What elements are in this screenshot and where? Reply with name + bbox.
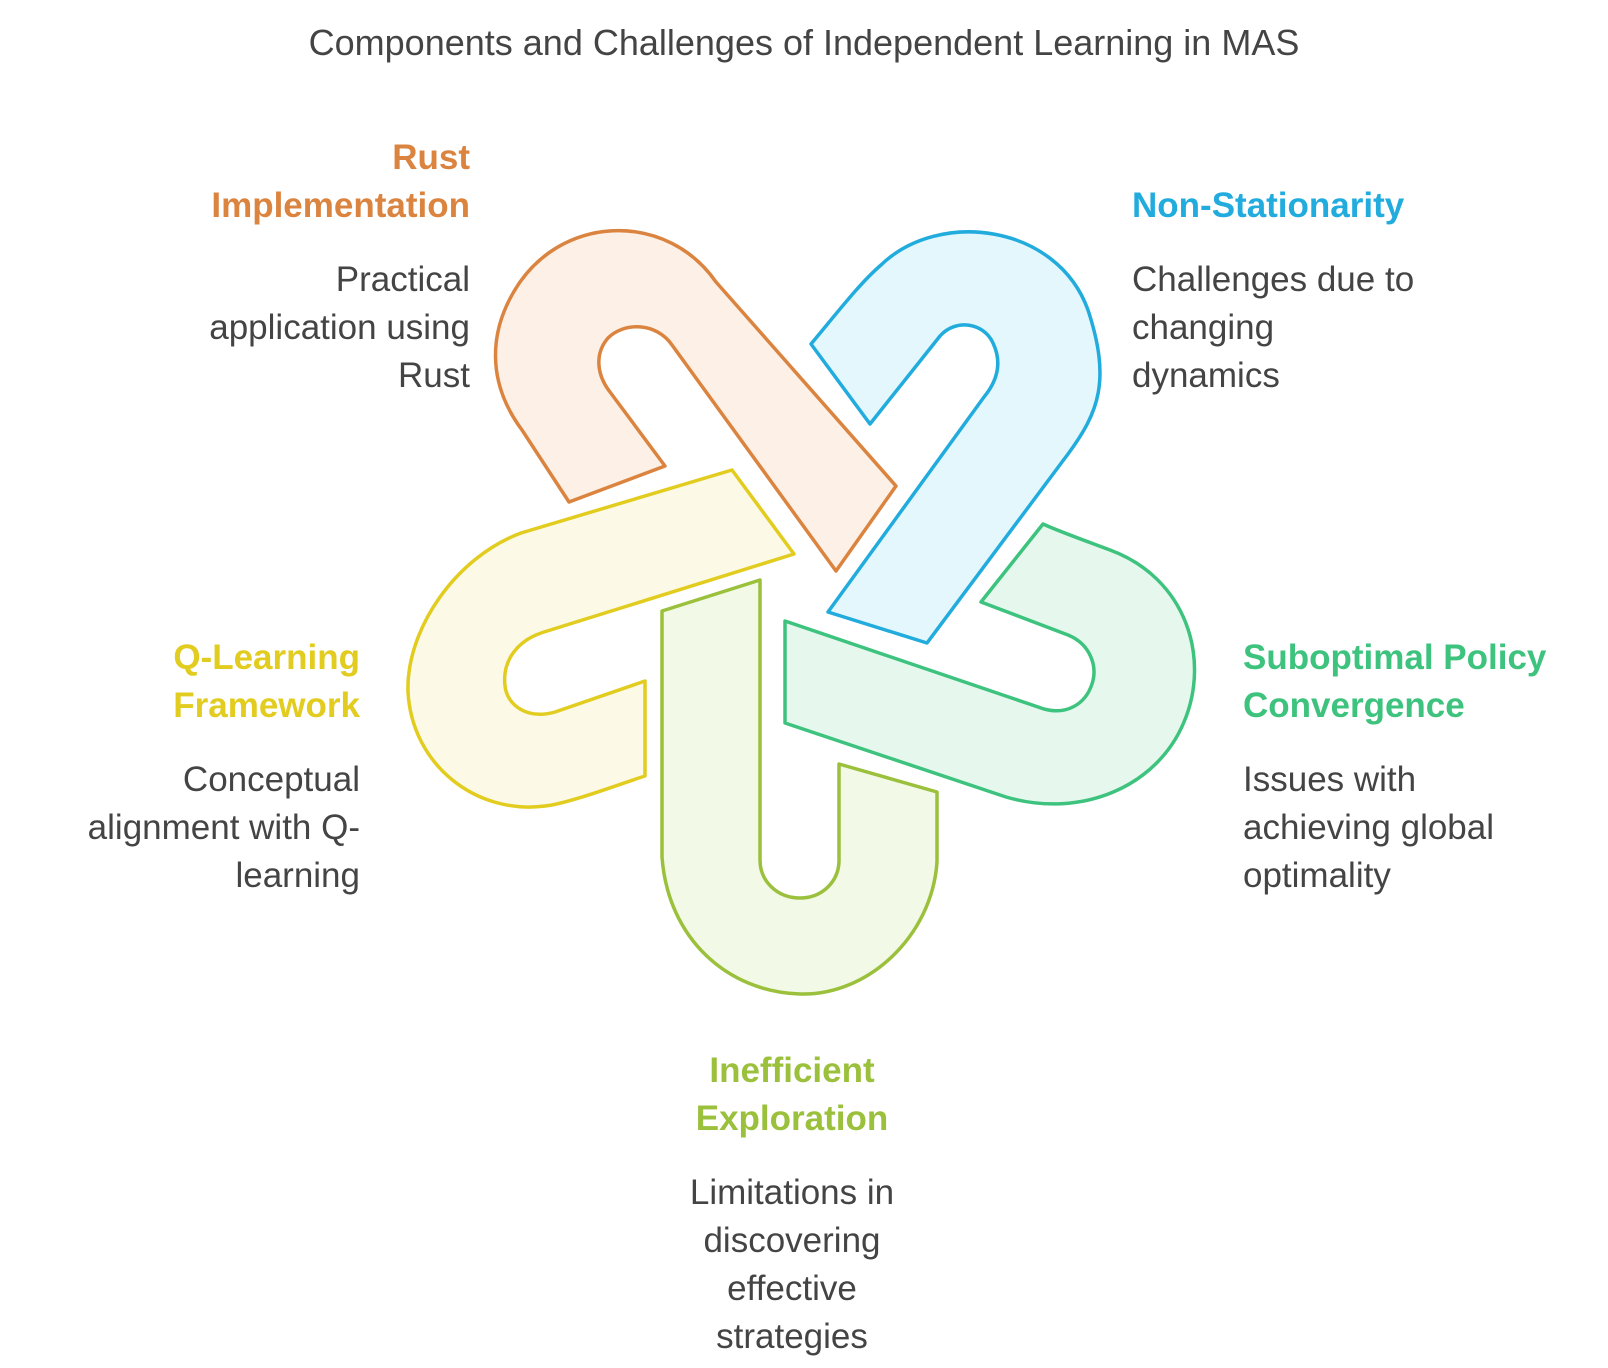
q-learning-framework-block: Q-Learning Framework Conceptual alignmen… [20, 634, 360, 900]
inefficient-exploration-description: Limitations in discovering effective str… [689, 1173, 895, 1356]
non-stationarity-link [809, 230, 1102, 645]
non-stationarity-block: Non-Stationarity Challenges due to chang… [1132, 182, 1532, 400]
inefficient-exploration-block: Inefficient Exploration Limitations in d… [612, 1047, 972, 1361]
rust-implementation-block: Rust Implementation Practical applicatio… [110, 134, 470, 400]
q-learning-framework-heading: Q-Learning Framework [173, 638, 360, 725]
suboptimal-policy-convergence-block: Suboptimal Policy Convergence Issues wit… [1243, 634, 1603, 900]
q-learning-framework-link [406, 468, 796, 809]
suboptimal-policy-convergence-description: Issues with achieving global optimality [1243, 760, 1495, 895]
suboptimal-policy-convergence-heading: Suboptimal Policy Convergence [1243, 638, 1547, 725]
q-learning-framework-description: Conceptual alignment with Q- learning [87, 760, 360, 895]
inefficient-exploration-heading: Inefficient Exploration [695, 1051, 889, 1138]
diagram-title: Components and Challenges of Independent… [308, 22, 1300, 63]
non-stationarity-heading: Non-Stationarity [1132, 186, 1405, 225]
rust-implementation-heading: Rust Implementation [211, 138, 470, 225]
suboptimal-policy-convergence-link [783, 522, 1197, 806]
rust-implementation-link [493, 229, 898, 573]
non-stationarity-description: Challenges due to changing dynamics [1132, 260, 1415, 395]
rust-implementation-description: Practical application using Rust [209, 260, 470, 395]
inefficient-exploration-link [660, 578, 939, 996]
